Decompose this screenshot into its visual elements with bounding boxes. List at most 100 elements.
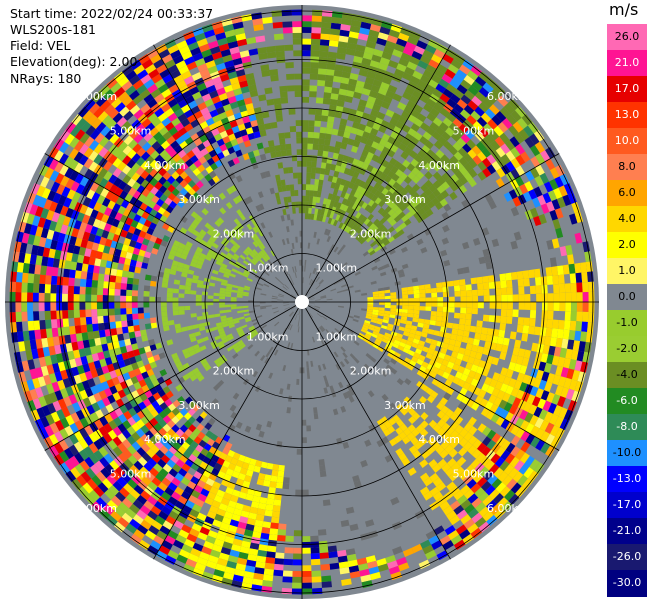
velocity-cell (482, 275, 489, 283)
velocity-cell (393, 435, 403, 444)
velocity-cell (443, 140, 453, 151)
velocity-cell (50, 310, 57, 320)
velocity-cell (425, 208, 434, 217)
velocity-cell (404, 404, 412, 412)
velocity-cell (243, 570, 255, 579)
velocity-cell (39, 319, 46, 330)
velocity-cell (556, 396, 566, 408)
velocity-cell (119, 345, 128, 354)
velocity-cell (108, 419, 118, 430)
velocity-cell (529, 285, 537, 295)
velocity-cell (559, 418, 570, 431)
velocity-cell (517, 474, 528, 487)
velocity-cell (307, 242, 311, 249)
velocity-cell (132, 499, 144, 510)
velocity-cell (459, 279, 466, 286)
velocity-cell (485, 261, 493, 270)
velocity-cell (445, 127, 455, 137)
velocity-cell (259, 496, 268, 505)
velocity-cell (162, 432, 172, 442)
velocity-cell (378, 307, 385, 311)
velocity-cell (153, 463, 163, 473)
velocity-cell (161, 117, 172, 127)
velocity-cell (376, 177, 385, 185)
velocity-cell (21, 282, 28, 293)
velocity-cell (96, 287, 104, 296)
velocity-cell (445, 426, 455, 436)
velocity-cell (151, 247, 159, 255)
velocity-cell (242, 260, 250, 266)
velocity-cell (219, 333, 227, 339)
velocity-cell (540, 203, 550, 214)
velocity-cell (340, 346, 346, 353)
velocity-cell (406, 141, 416, 151)
velocity-cell (463, 172, 473, 182)
velocity-cell (203, 540, 214, 550)
velocity-cell (68, 277, 75, 287)
velocity-cell (365, 236, 373, 243)
velocity-cell (403, 105, 414, 115)
velocity-cell (82, 363, 91, 373)
velocity-cell (43, 436, 54, 449)
velocity-cell (74, 129, 86, 141)
velocity-cell (353, 480, 362, 489)
velocity-cell (119, 190, 129, 200)
velocity-cell (285, 226, 290, 233)
velocity-cell (181, 463, 191, 473)
velocity-cell (117, 91, 129, 102)
velocity-cell (100, 381, 110, 391)
velocity-cell (70, 333, 78, 343)
velocity-cell (253, 23, 264, 32)
velocity-cell (160, 102, 172, 113)
velocity-cell (153, 535, 165, 546)
velocity-cell (39, 274, 46, 285)
velocity-cell (50, 284, 57, 294)
velocity-cell (67, 293, 74, 302)
range-ring-label: 6.00km (75, 502, 117, 515)
velocity-cell (392, 93, 403, 102)
colorbar-tick-label: 4.0 (618, 212, 636, 225)
velocity-cell (358, 332, 365, 338)
velocity-cell (481, 327, 488, 335)
velocity-cell (72, 349, 81, 359)
velocity-cell (162, 320, 169, 327)
velocity-cell (121, 512, 133, 524)
velocity-cell (435, 320, 442, 327)
velocity-cell (254, 350, 260, 357)
velocity-cell (48, 147, 59, 159)
velocity-cell (205, 165, 214, 174)
velocity-cell (330, 93, 339, 100)
velocity-cell (397, 358, 405, 365)
velocity-cell (77, 340, 85, 350)
velocity-cell (337, 555, 348, 563)
velocity-cell (506, 287, 513, 295)
velocity-cell (202, 125, 212, 135)
velocity-cell (367, 390, 375, 398)
velocity-cell (334, 183, 341, 190)
velocity-cell (355, 204, 362, 212)
velocity-cell (167, 482, 178, 492)
velocity-cell (482, 97, 494, 109)
velocity-cell (475, 326, 483, 334)
velocity-cell (47, 402, 57, 414)
velocity-cell (80, 324, 88, 333)
velocity-cell (334, 165, 341, 172)
velocity-cell (466, 139, 477, 150)
velocity-cell (347, 84, 356, 92)
velocity-cell (219, 465, 229, 474)
velocity-cell (353, 315, 360, 319)
velocity-cell (28, 263, 36, 274)
velocity-cell (339, 82, 349, 90)
velocity-cell (445, 177, 455, 187)
velocity-cell (203, 197, 212, 205)
velocity-cell (533, 186, 543, 198)
velocity-cell (379, 271, 387, 277)
velocity-cell (346, 213, 353, 221)
velocity-cell (302, 195, 306, 202)
velocity-cell (80, 121, 92, 133)
velocity-cell (398, 431, 407, 440)
velocity-cell (338, 331, 345, 337)
velocity-cell (169, 269, 177, 276)
velocity-cell (310, 56, 320, 63)
velocity-cell (79, 204, 88, 215)
